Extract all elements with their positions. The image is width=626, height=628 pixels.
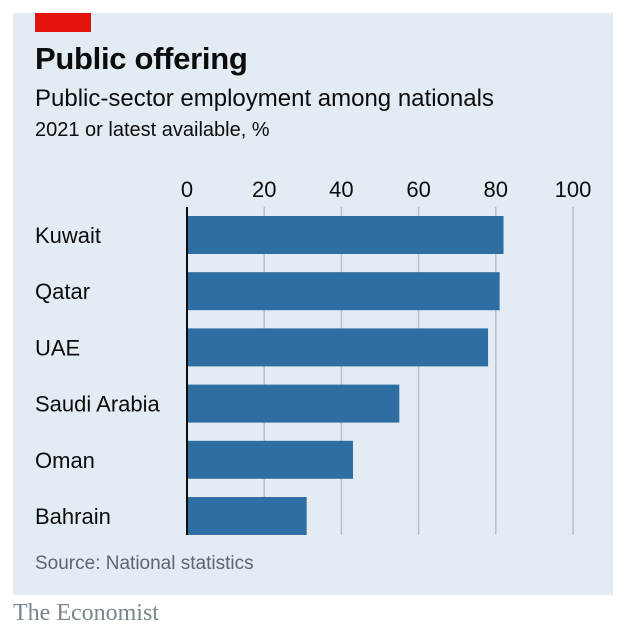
- category-label: UAE: [35, 335, 80, 360]
- tick-label: 80: [484, 177, 508, 202]
- bar-kuwait: [187, 216, 504, 254]
- gridlines: [263, 207, 574, 535]
- source-note: Source: National statistics: [35, 553, 254, 574]
- category-label: Oman: [35, 448, 95, 473]
- tick-labels: 0 20 40 60 80 100: [181, 177, 591, 202]
- bar-qatar: [187, 272, 500, 311]
- tick-label: 60: [406, 177, 430, 202]
- category-label: Saudi Arabia: [35, 392, 161, 417]
- bar-bahrain: [187, 497, 307, 535]
- bar-chart: 0 20 40 60 80 100 Kuwait Qatar UAE Saudi Arabia O…: [35, 177, 591, 535]
- bars: [187, 216, 504, 535]
- tick-label: 40: [329, 177, 353, 202]
- bar-oman: [187, 440, 353, 479]
- category-label: Kuwait: [35, 223, 101, 248]
- economist-logo: The Economist: [13, 600, 159, 626]
- bar-uae: [187, 328, 489, 367]
- category-label: Bahrain: [35, 504, 111, 529]
- category-label: Qatar: [35, 279, 90, 304]
- tick-label: 20: [252, 177, 276, 202]
- chart-panel: Public offering Public-sector employment…: [13, 13, 613, 595]
- bar-saudi-arabia: [187, 384, 400, 423]
- chart-subtitle: Public-sector employment among nationals: [35, 85, 494, 112]
- chart-title: Public offering: [35, 41, 248, 76]
- tick-label: 100: [555, 177, 592, 202]
- red-tag-bar: [35, 13, 91, 32]
- category-labels: Kuwait Qatar UAE Saudi Arabia Oman Bahrain: [35, 223, 161, 529]
- tick-label: 0: [181, 177, 193, 202]
- chart-note: 2021 or latest available, %: [35, 119, 270, 141]
